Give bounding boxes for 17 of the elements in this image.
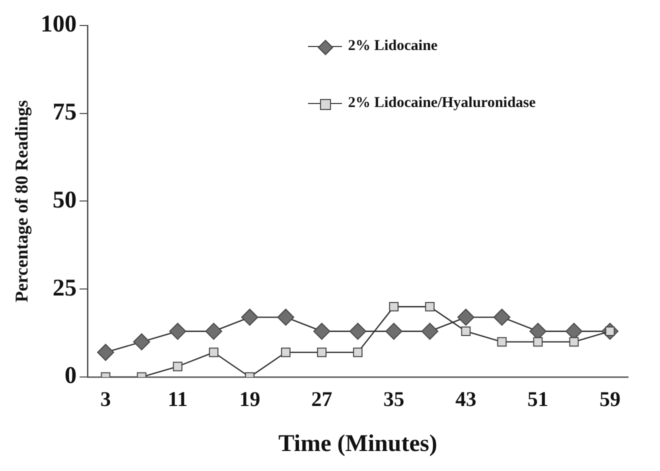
y-tick-label: 0 — [64, 363, 77, 390]
legend-label: 2% Lidocaine/Hyaluronidase — [348, 95, 536, 112]
x-tick-label: 27 — [311, 387, 332, 412]
y-tick-label: 100 — [40, 12, 77, 38]
x-tick-label: 43 — [455, 387, 476, 412]
x-tick-label: 11 — [168, 387, 188, 412]
x-tick-label: 59 — [599, 387, 620, 412]
x-axis-title: Time (Minutes) — [278, 430, 438, 457]
y-tick-label: 25 — [52, 275, 77, 302]
x-tick-label: 3 — [100, 387, 111, 412]
y-tick-label: 75 — [52, 100, 77, 126]
x-tick-label: 51 — [527, 387, 548, 412]
x-tick-label: 19 — [239, 387, 260, 412]
x-tick-label: 35 — [383, 387, 404, 412]
y-axis-title: Percentage of 80 Readings — [11, 100, 32, 302]
legend-label: 2% Lidocaine — [348, 38, 438, 55]
y-tick-label: 50 — [52, 187, 77, 214]
